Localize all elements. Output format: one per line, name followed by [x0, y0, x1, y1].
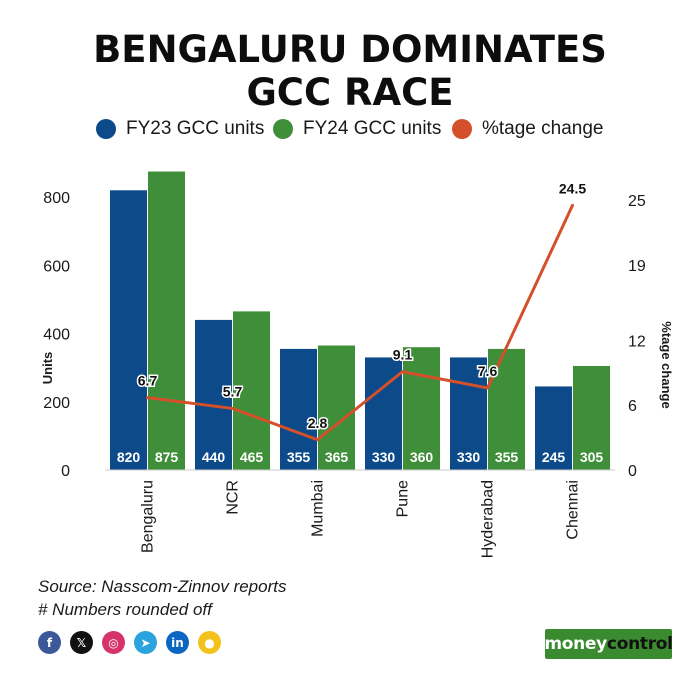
source-note: Source: Nasscom-Zinnov reports — [38, 577, 287, 596]
legend-swatch-change — [452, 119, 472, 139]
linkedin-icon[interactable]: in — [166, 631, 189, 654]
bar-fy24-mumbai — [318, 345, 355, 470]
line-series-change — [147, 204, 574, 442]
category-label-hyderabad: Hyderabad — [480, 480, 497, 558]
bar-label-fy23: 330 — [457, 449, 481, 465]
logo-part-money: money — [544, 634, 607, 654]
category-label-chennai: Chennai — [565, 480, 582, 540]
legend: FY23 GCC units FY24 GCC units %tage chan… — [0, 118, 700, 148]
line-point — [486, 386, 489, 390]
legend-item-fy23: FY23 GCC units — [96, 118, 264, 140]
bar-fy23-chennai — [535, 386, 572, 470]
category-label-bengaluru: Bengaluru — [140, 480, 157, 553]
bar-fy23-hyderabad — [450, 357, 487, 470]
bar-fy24-hyderabad — [488, 348, 525, 470]
line-point — [146, 396, 149, 400]
y2-tick-label: 25 — [628, 193, 646, 210]
y-tick-label: 200 — [43, 395, 70, 412]
logo-part-control: control — [606, 634, 673, 654]
legend-swatch-fy24 — [273, 119, 293, 139]
bar-fy24-bengaluru — [148, 171, 185, 470]
bar-fy23-bengaluru — [110, 190, 147, 471]
y-tick-label: 0 — [61, 463, 70, 480]
legend-label-change: %tage change — [482, 118, 604, 139]
title-line-2: GCC RACE — [246, 71, 454, 114]
instagram-icon[interactable]: ◎ — [102, 631, 125, 654]
legend-item-change: %tage change — [452, 118, 604, 140]
bar-fy23-ncr — [195, 319, 232, 470]
line-point — [316, 438, 319, 442]
line-label: 9.1 — [393, 347, 413, 363]
y-tick-label: 800 — [43, 190, 70, 207]
bar-label-fy23: 245 — [542, 449, 566, 465]
y2-tick-label: 19 — [628, 258, 646, 275]
y-tick-label: 400 — [43, 327, 70, 344]
y2-tick-label: 12 — [628, 333, 646, 350]
title-line-1: BENGALURU DOMINATES — [93, 28, 607, 71]
rounding-note: # Numbers rounded off — [38, 600, 212, 619]
telegram-icon[interactable]: ➤ — [134, 631, 157, 654]
legend-item-fy24: FY24 GCC units — [273, 118, 441, 140]
y-axis-title: Units — [40, 352, 55, 385]
line-point — [401, 370, 404, 374]
bar-fy24-chennai — [573, 365, 610, 470]
line-label: 2.8 — [308, 415, 328, 431]
line-point — [231, 406, 234, 410]
facebook-icon[interactable]: f — [38, 631, 61, 654]
bar-label-fy24: 875 — [155, 449, 179, 465]
bar-label-fy24: 305 — [580, 449, 604, 465]
bar-label-fy23: 355 — [287, 449, 311, 465]
bar-label-fy23: 820 — [117, 449, 141, 465]
chart-title: BENGALURU DOMINATES GCC RACE — [0, 28, 700, 114]
footer: Source: Nasscom-Zinnov reports # Numbers… — [38, 575, 286, 621]
legend-label-fy24: FY24 GCC units — [303, 118, 442, 139]
y2-axis-title: %tage change — [659, 321, 674, 408]
bar-fy24-pune — [403, 347, 440, 470]
bar-label-fy24: 465 — [240, 449, 264, 465]
line-label: 7.6 — [478, 363, 498, 379]
y2-tick-label: 6 — [628, 398, 637, 415]
legend-swatch-fy23 — [96, 119, 116, 139]
bar-label-fy23: 440 — [202, 449, 226, 465]
koo-icon[interactable]: ● — [198, 631, 221, 654]
legend-label-fy23: FY23 GCC units — [126, 118, 265, 139]
bar-label-fy23: 330 — [372, 449, 396, 465]
line-point — [571, 203, 574, 207]
y-tick-label: 600 — [43, 258, 70, 275]
bar-fy23-mumbai — [280, 348, 317, 470]
social-links: f 𝕏 ◎ ➤ in ● — [38, 631, 221, 654]
category-label-pune: Pune — [395, 480, 412, 517]
bar-label-fy24: 355 — [495, 449, 519, 465]
line-label: 5.7 — [223, 383, 243, 399]
x-icon[interactable]: 𝕏 — [70, 631, 93, 654]
bar-label-fy24: 360 — [410, 449, 434, 465]
bar-fy24-ncr — [233, 311, 270, 470]
category-label-ncr: NCR — [225, 480, 242, 515]
line-label: 24.5 — [559, 180, 586, 196]
category-label-mumbai: Mumbai — [310, 480, 327, 537]
line-label: 6.7 — [138, 373, 158, 389]
bar-label-fy24: 365 — [325, 449, 349, 465]
y2-tick-label: 0 — [628, 463, 637, 480]
moneycontrol-logo: money control — [544, 629, 673, 659]
